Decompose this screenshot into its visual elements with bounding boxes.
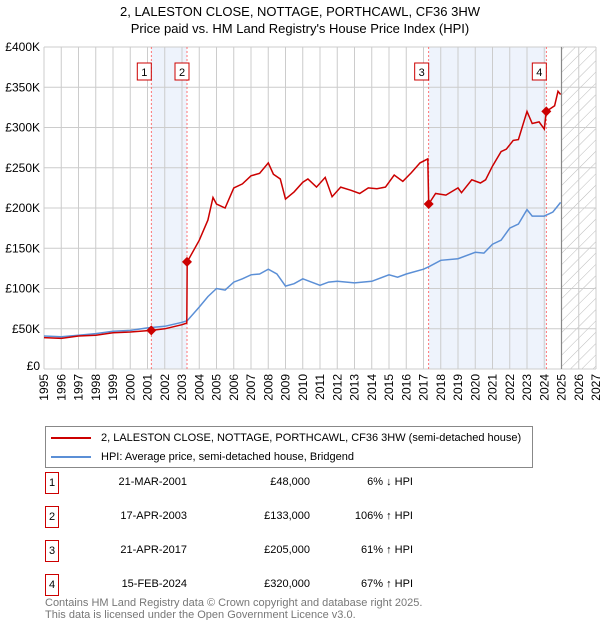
- x-tick-label: 2009: [279, 374, 293, 401]
- chart-subtitle: Price paid vs. HM Land Registry's House …: [130, 21, 470, 36]
- chart-title: 2, LALESTON CLOSE, NOTTAGE, PORTHCAWL, C…: [120, 4, 480, 19]
- sale-label-text: 2: [179, 67, 185, 79]
- y-tick-label: £400K: [5, 40, 40, 54]
- x-tick-label: 2020: [468, 374, 482, 401]
- x-tick-label: 2006: [227, 374, 241, 401]
- sale-price: £205,000: [264, 544, 310, 556]
- sale-label-box: [531, 62, 547, 81]
- sale-number-badge: 4: [45, 574, 59, 596]
- x-tick-label: 2016: [399, 374, 413, 401]
- x-tick-label: 2021: [486, 374, 500, 401]
- footer-licence: This data is licensed under the Open Gov…: [45, 609, 356, 620]
- x-tick-label: 2004: [192, 374, 206, 401]
- sale-label-box: [136, 62, 152, 81]
- x-tick-label: 2019: [451, 374, 465, 401]
- sale-hpi-change: 6% ↓ HPI: [367, 476, 413, 488]
- sale-label-text: 1: [141, 67, 147, 79]
- footer-copyright: Contains HM Land Registry data © Crown c…: [45, 597, 423, 609]
- sale-date: 15-FEB-2024: [121, 578, 187, 590]
- x-tick-label: 2002: [158, 374, 172, 401]
- sale-price: £48,000: [270, 476, 310, 488]
- x-tick-label: 2018: [434, 374, 448, 401]
- legend: 2, LALESTON CLOSE, NOTTAGE, PORTHCAWL, C…: [45, 426, 533, 468]
- x-tick-label: 2022: [503, 374, 517, 401]
- sale-row: 2 17-APR-2003 £133,000 106% ↑ HPI: [45, 506, 545, 528]
- sale-row: 3 21-APR-2017 £205,000 61% ↑ HPI: [45, 540, 545, 562]
- x-tick-label: 2025: [555, 374, 569, 401]
- y-tick-label: £100K: [5, 282, 40, 296]
- sale-price: £320,000: [264, 578, 310, 590]
- sale-label-box: [414, 62, 430, 81]
- y-tick-label: £200K: [5, 201, 40, 215]
- x-tick-label: 2010: [296, 374, 310, 401]
- sale-point: [423, 198, 434, 209]
- x-tick-label: 2000: [123, 374, 137, 401]
- x-tick-label: 2001: [141, 374, 155, 401]
- property-series-line: [43, 89, 562, 340]
- y-tick-label: £300K: [5, 121, 40, 135]
- x-tick-label: 1996: [54, 374, 68, 401]
- x-tick-label: 1999: [106, 374, 120, 401]
- sale-row: 1 21-MAR-2001 £48,000 6% ↓ HPI: [45, 472, 545, 494]
- sale-number-badge: 1: [45, 472, 59, 494]
- sale-date: 21-MAR-2001: [118, 476, 187, 488]
- legend-label-property: 2, LALESTON CLOSE, NOTTAGE, PORTHCAWL, C…: [101, 431, 522, 444]
- sale-row: 4 15-FEB-2024 £320,000 67% ↑ HPI: [45, 574, 545, 596]
- x-tick-label: 2023: [520, 374, 534, 401]
- sale-hpi-change: 61% ↑ HPI: [361, 544, 413, 556]
- sale-number-badge: 2: [45, 506, 59, 528]
- x-tick-label: 2013: [348, 374, 362, 401]
- x-tick-label: 2026: [572, 374, 586, 401]
- legend-label-hpi: HPI: Average price, semi-detached house,…: [101, 450, 354, 463]
- x-tick-label: 2027: [589, 374, 600, 401]
- x-tick-label: 2015: [382, 374, 396, 401]
- price-chart: £0 £50K £100K £150K £200K £250K £300K £350K £400…: [5, 40, 600, 401]
- sale-hpi-change: 106% ↑ HPI: [354, 510, 413, 522]
- x-tick-label: 2007: [244, 374, 258, 401]
- y-tick-label: £50K: [12, 322, 40, 336]
- x-tick-label: 2011: [313, 374, 327, 400]
- legend-swatch-property: [51, 437, 91, 439]
- sale-label-text: 3: [419, 67, 425, 79]
- y-tick-label: £350K: [5, 80, 40, 94]
- x-tick-label: 1998: [89, 374, 103, 401]
- x-tick-label: 1997: [72, 374, 86, 401]
- sale-date: 17-APR-2003: [120, 510, 187, 522]
- sale-point: [146, 325, 157, 336]
- sale-point: [541, 106, 552, 117]
- x-tick-label: 2024: [537, 374, 551, 401]
- sale-price: £133,000: [264, 510, 310, 522]
- y-tick-label: £0: [27, 359, 41, 373]
- x-tick-label: 1995: [37, 374, 51, 401]
- sale-label-text: 4: [536, 67, 542, 79]
- x-tick-label: 2003: [175, 374, 189, 401]
- sale-date: 21-APR-2017: [120, 544, 187, 556]
- sale-number-badge: 3: [45, 540, 59, 562]
- sale-label-box: [174, 62, 190, 81]
- x-tick-label: 2005: [210, 374, 224, 401]
- sale-point: [182, 256, 193, 267]
- x-tick-label: 2017: [417, 374, 431, 401]
- x-tick-label: 2012: [330, 374, 344, 401]
- hpi-series-line: [43, 201, 562, 338]
- x-tick-label: 2008: [261, 374, 275, 401]
- legend-swatch-hpi: [51, 456, 91, 458]
- y-tick-label: £150K: [5, 241, 40, 255]
- sale-hpi-change: 67% ↑ HPI: [361, 578, 413, 590]
- y-tick-label: £250K: [5, 161, 40, 175]
- x-tick-label: 2014: [365, 374, 379, 401]
